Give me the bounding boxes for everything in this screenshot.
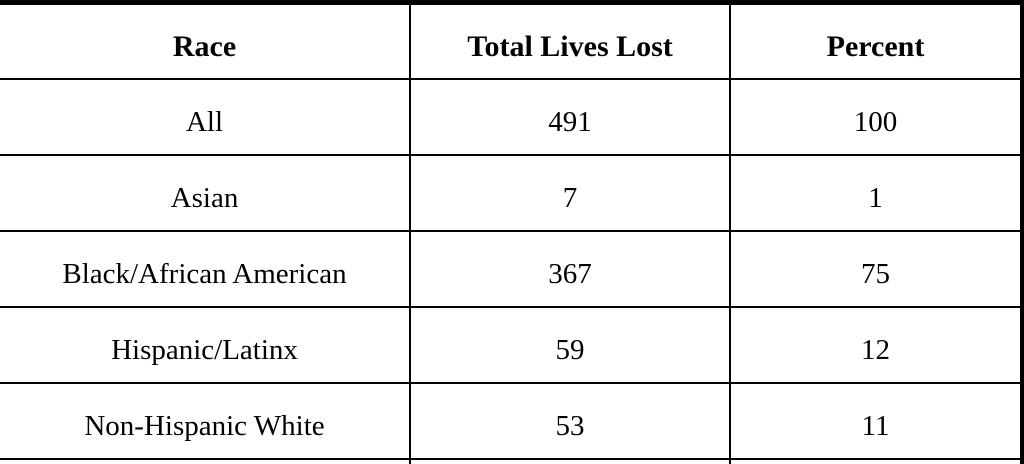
- table-row: Non-Hispanic White 53 11: [0, 382, 1023, 460]
- column-header-total-lives-lost: Total Lives Lost: [409, 1, 731, 80]
- total-cell: 7: [409, 154, 731, 232]
- race-cell: All: [0, 78, 411, 156]
- table-row: Hispanic/Latinx 59 12: [0, 306, 1023, 384]
- table-row: Asian 7 1: [0, 154, 1023, 232]
- percent-cell: 1: [729, 458, 1023, 464]
- table-row: Other 5 1: [0, 458, 1023, 464]
- table-row: Black/African American 367 75: [0, 230, 1023, 308]
- percent-cell: 100: [729, 78, 1023, 156]
- race-cell: Non-Hispanic White: [0, 382, 411, 460]
- total-cell: 367: [409, 230, 731, 308]
- total-cell: 53: [409, 382, 731, 460]
- column-header-percent: Percent: [729, 1, 1023, 80]
- percent-cell: 1: [729, 154, 1023, 232]
- table-header-row: Race Total Lives Lost Percent: [0, 1, 1023, 80]
- total-cell: 59: [409, 306, 731, 384]
- percent-cell: 12: [729, 306, 1023, 384]
- total-cell: 5: [409, 458, 731, 464]
- percent-cell: 11: [729, 382, 1023, 460]
- race-cell: Other: [0, 458, 411, 464]
- race-cell: Hispanic/Latinx: [0, 306, 411, 384]
- race-cell: Asian: [0, 154, 411, 232]
- table-row: All 491 100: [0, 78, 1023, 156]
- column-header-race: Race: [0, 1, 411, 80]
- percent-cell: 75: [729, 230, 1023, 308]
- total-cell: 491: [409, 78, 731, 156]
- race-cell: Black/African American: [0, 230, 411, 308]
